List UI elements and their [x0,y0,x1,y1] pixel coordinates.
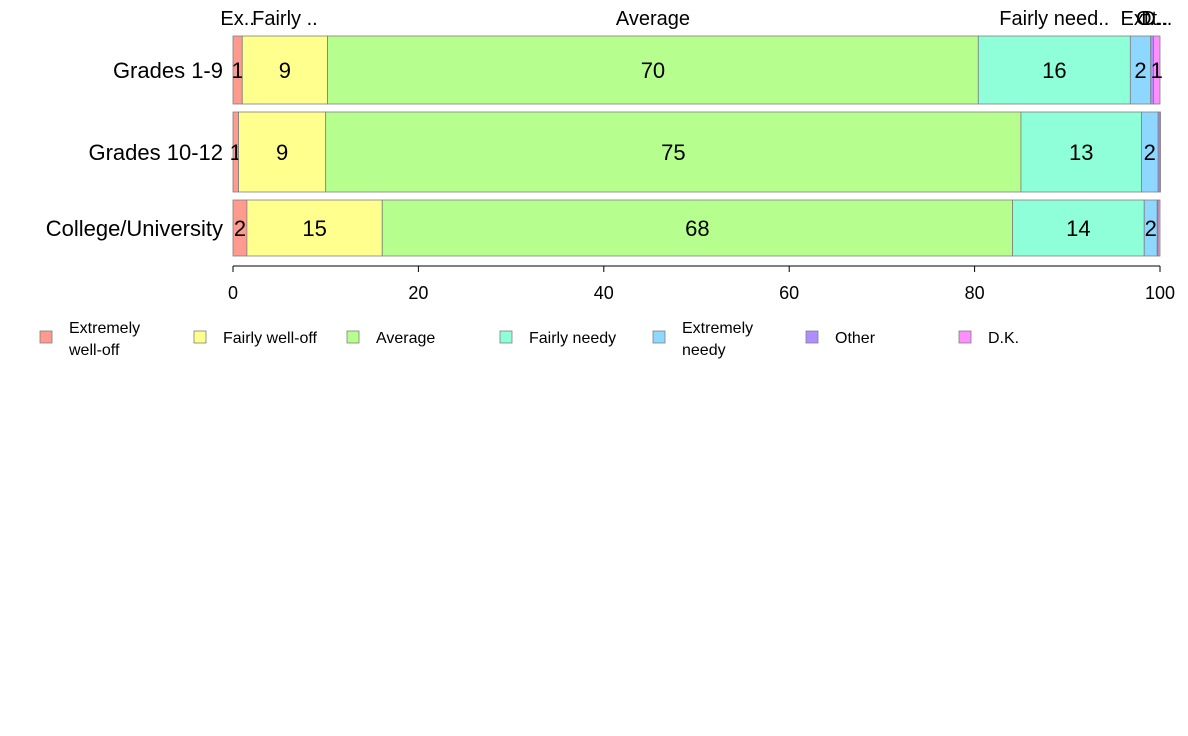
data-label: 75 [661,140,685,165]
legend-label: Fairly well-off [223,330,318,347]
legend-label: Average [376,330,435,347]
legend-label: well-off [68,342,120,359]
series-top-labels: Ex..Fairly .. Average Fairly need.. Ext..Ot… [220,8,1172,30]
x-tick-label: 60 [779,283,799,303]
category-labels: Grades 1-9 Grades 10-12 College/University [46,58,223,241]
data-label: 9 [279,58,291,83]
legend-swatch [652,330,666,344]
x-tick-label: 80 [965,283,985,303]
bar-segment [1012,199,1145,257]
legend-swatch [39,330,53,344]
legend-swatch [346,330,360,344]
legend-swatch [805,330,819,344]
bar-segment [1157,199,1161,257]
bar-segment [238,111,327,193]
legend-label: Other [835,330,876,347]
legend-item: Fairly well-off [193,330,318,347]
bars-group: 1 9 70 16 2 11 9 75 13 22 15 68 14 2 [230,35,1163,257]
bar-row: 2 15 68 14 2 [232,199,1161,257]
series-top-label: Ot.. [1136,8,1168,30]
data-label: 15 [302,216,326,241]
bar-segment [327,35,979,105]
legend-item: Other [805,330,876,347]
data-label: 2 [234,216,246,241]
legend-swatch [499,330,513,344]
bar-segment [1153,35,1161,105]
data-label: 1 [1151,58,1163,83]
category-label: Grades 1-9 [113,58,223,83]
data-label: 1 [232,58,244,83]
legend-item: Average [346,330,435,347]
category-label: Grades 10-12 [88,140,223,165]
bar-segment [381,199,1014,257]
bar-segment [246,199,383,257]
data-label: 13 [1069,140,1093,165]
data-label: 9 [276,140,288,165]
data-label: 68 [685,216,709,241]
legend-item: Extremely well-off [39,320,140,359]
bar-row: 1 9 70 16 2 1 [232,35,1163,105]
data-label: 14 [1066,216,1090,241]
data-label: 16 [1042,58,1066,83]
series-top-label: Fairly .. [252,8,318,30]
legend-label: Extremely [69,320,140,337]
legend-swatch [958,330,972,344]
bar-segment [325,111,1022,193]
data-label: 70 [641,58,665,83]
legend-swatch [193,330,207,344]
legend-label: Fairly needy [529,330,616,347]
bar-segment [977,35,1131,105]
legend-label: needy [682,342,726,359]
legend-label: D.K. [988,330,1019,347]
legend-item: Fairly needy [499,330,616,347]
series-top-label: Ext.. [1121,8,1161,30]
legend: Extremely well-off Fairly well-off Average F… [39,320,1019,359]
legend-item: Extremely needy [652,320,753,359]
category-label: College/University [46,216,223,241]
data-label: 2 [1144,140,1156,165]
x-tick-label: 20 [408,283,428,303]
x-tick-label: 100 [1145,283,1175,303]
legend-item: D.K. [958,330,1019,347]
series-top-label: D... [1141,8,1172,30]
series-top-label: Average [616,8,690,30]
series-top-label: Ex.. [220,8,254,30]
x-axis: 0 20 40 60 80 100 [228,265,1175,303]
data-label: 2 [1145,216,1157,241]
series-top-label: Fairly need.. [999,8,1109,30]
x-tick-label: 0 [228,283,238,303]
bar-row: 1 9 75 13 2 [230,111,1161,193]
x-tick-label: 40 [594,283,614,303]
data-label: 2 [1134,58,1146,83]
bar-segment [1020,111,1142,193]
legend-label: Extremely [682,320,753,337]
